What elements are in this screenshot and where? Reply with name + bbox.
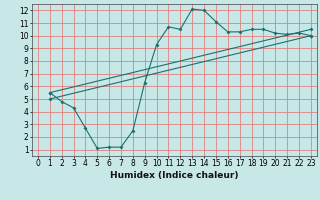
- X-axis label: Humidex (Indice chaleur): Humidex (Indice chaleur): [110, 171, 239, 180]
